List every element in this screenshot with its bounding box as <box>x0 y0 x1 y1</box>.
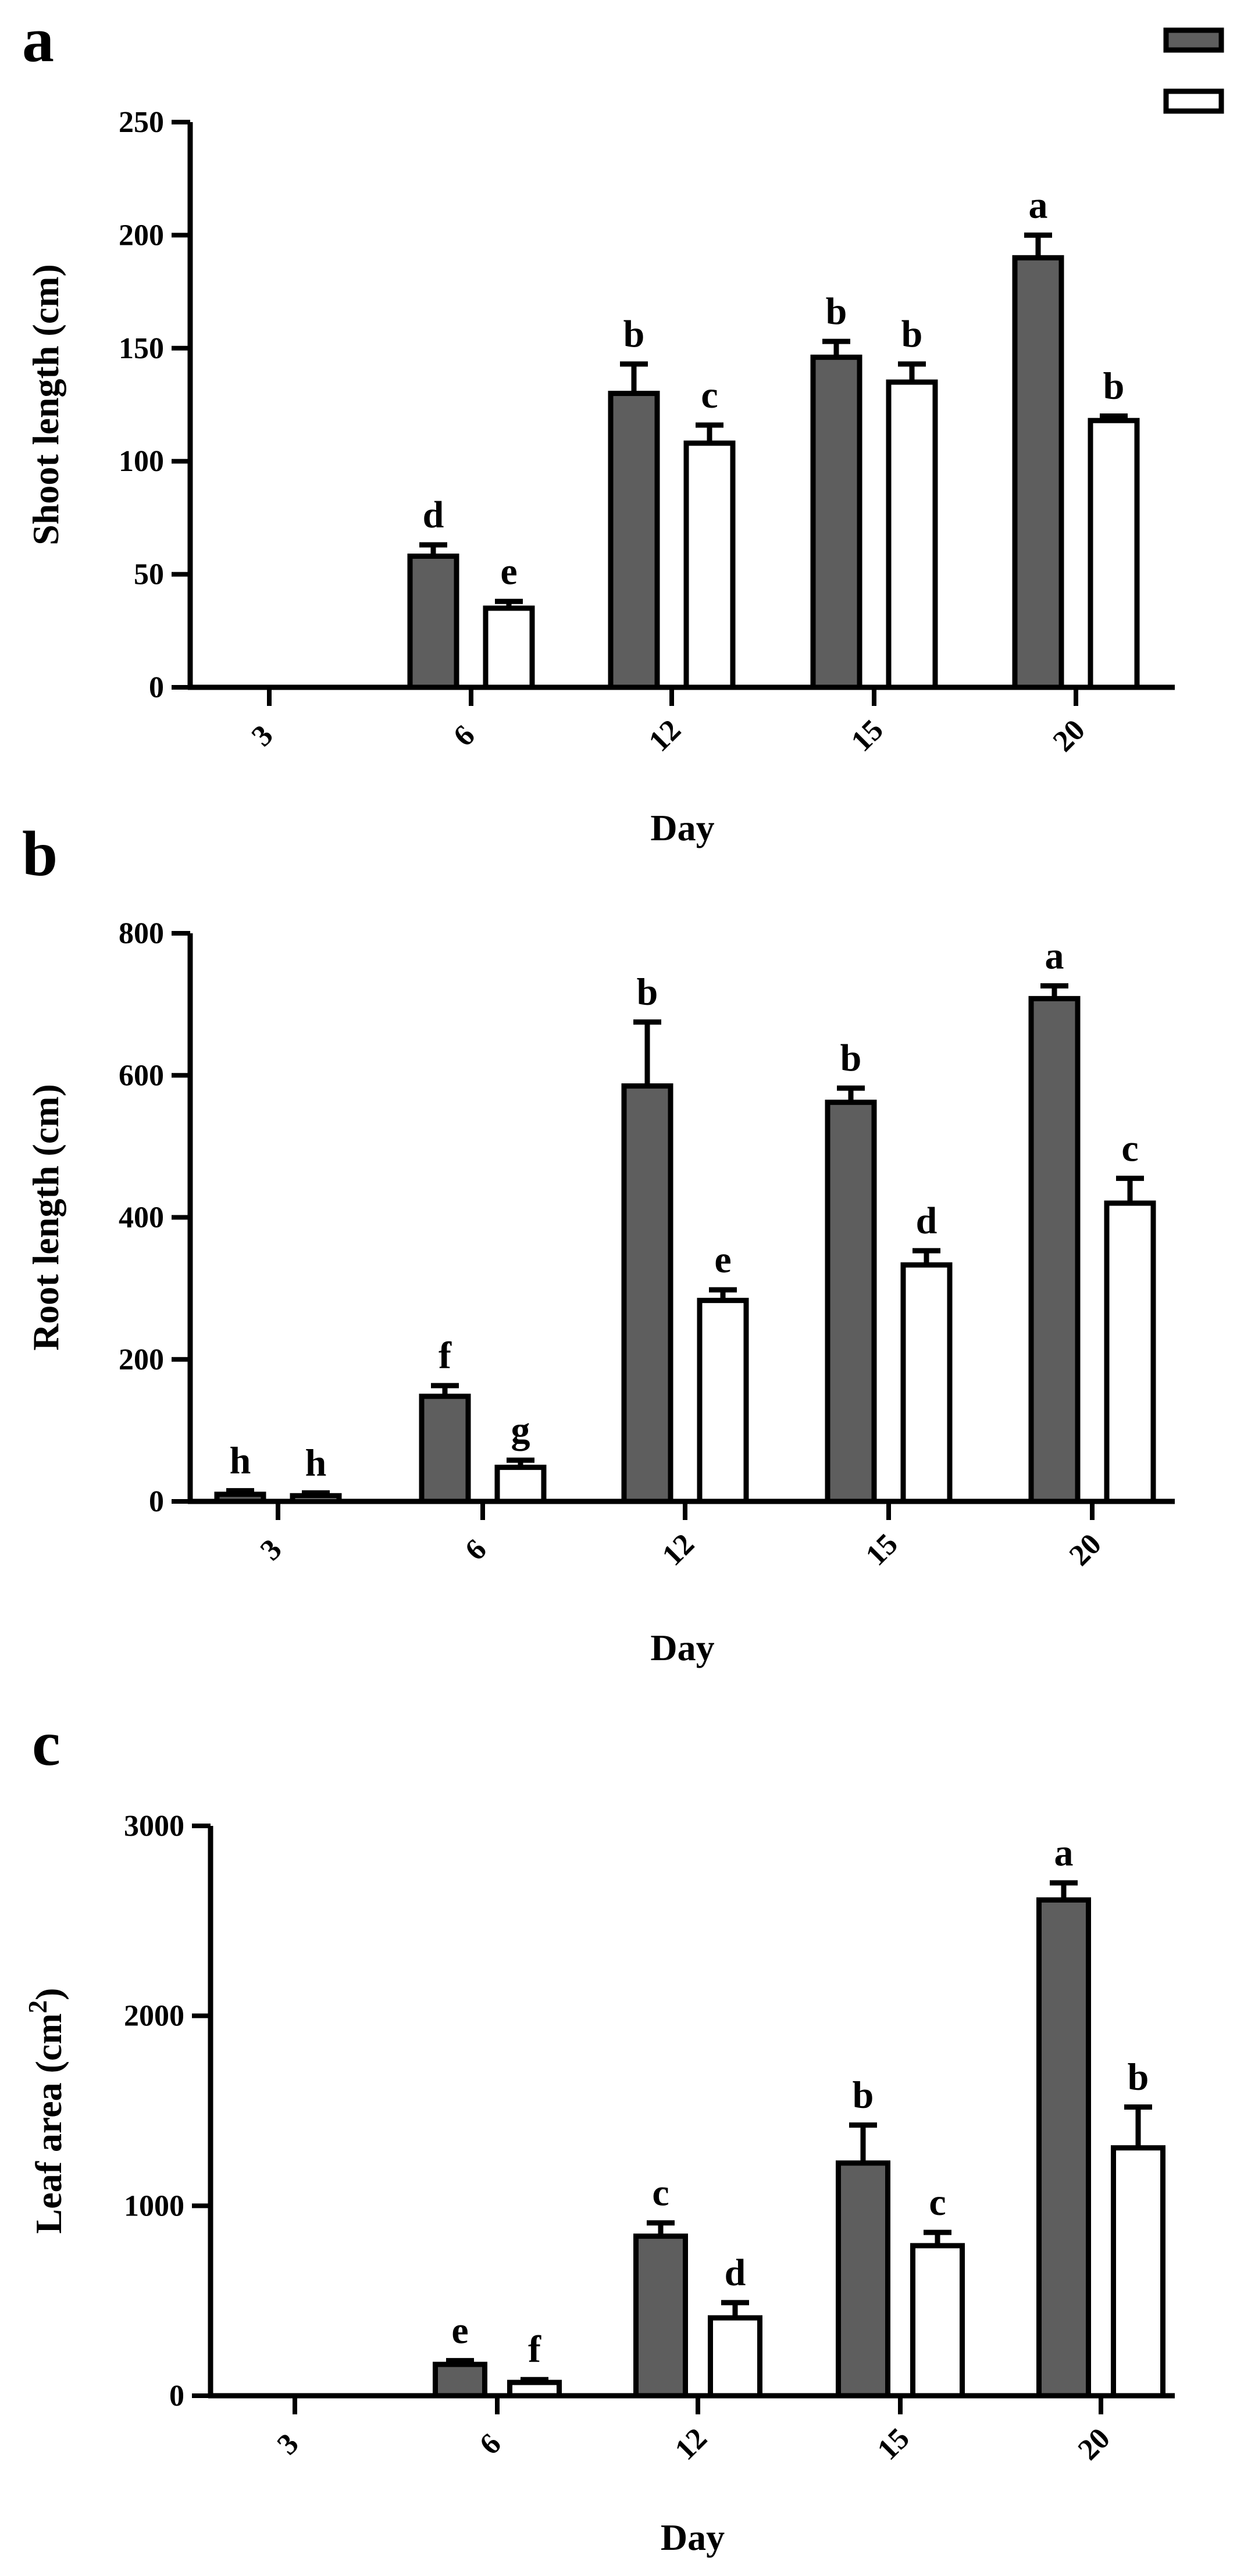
legend-swatch <box>1163 88 1224 114</box>
x-tick-label: 12 <box>643 713 687 758</box>
bar <box>483 605 535 690</box>
significance-letter: d <box>916 1200 938 1242</box>
x-axis-label: Day <box>650 807 714 848</box>
x-tick-label: 6 <box>473 2427 508 2461</box>
y-tick-label: 400 <box>119 1201 164 1235</box>
significance-letter: a <box>1029 184 1048 226</box>
significance-letter: d <box>423 494 444 536</box>
significance-letter: f <box>528 2328 541 2371</box>
bar <box>433 2361 487 2399</box>
significance-letter: b <box>853 2074 874 2117</box>
y-tick-label: 600 <box>119 1059 164 1092</box>
significance-letter: e <box>500 550 517 593</box>
significance-letter: c <box>652 2172 669 2214</box>
x-tick-label: 15 <box>871 2422 916 2467</box>
significance-letter: b <box>1128 2056 1149 2098</box>
panel-label: c <box>32 1708 60 1779</box>
bar <box>290 1493 342 1504</box>
significance-letter: b <box>1103 365 1125 407</box>
chart-panel-a: a 0 50 100 150 200 250 Shoot length (cm) 3 6 12 15 2… <box>22 4 1175 848</box>
significance-letter: e <box>714 1239 731 1281</box>
y-tick-label: 0 <box>149 1485 164 1518</box>
bar <box>419 1393 471 1504</box>
significance-letter: d <box>725 2252 746 2294</box>
bar <box>683 440 736 690</box>
y-tick-label: 150 <box>119 332 164 365</box>
significance-letter: e <box>451 2310 468 2352</box>
x-axis-label: Day <box>650 1627 714 1668</box>
x-tick-label: 12 <box>669 2422 714 2467</box>
bar <box>886 379 938 690</box>
y-tick-label: 50 <box>134 558 164 591</box>
significance-letter: c <box>929 2181 946 2224</box>
significance-letter: b <box>840 1037 862 1079</box>
bar <box>697 1297 749 1504</box>
y-axis-label: Shoot length (cm) <box>25 264 66 545</box>
bar <box>1111 2145 1165 2399</box>
significance-letter: a <box>1054 1832 1074 1874</box>
legend-swatch <box>1163 27 1224 53</box>
y-axis-label: Root length (cm) <box>25 1084 66 1351</box>
panel-label: a <box>22 4 54 75</box>
significance-letter: a <box>1045 934 1064 977</box>
y-tick-label: 800 <box>119 917 164 950</box>
chart-panel-c: c 0 1000 2000 3000 Leaf area (cm2) 3 6 12 15 20 Day… <box>23 1708 1175 2558</box>
bar <box>407 553 459 690</box>
x-axis-label: Day <box>661 2517 725 2558</box>
x-tick-label: 3 <box>271 2427 305 2461</box>
significance-letter: b <box>901 313 923 355</box>
bar <box>214 1492 266 1504</box>
y-tick-label: 3000 <box>124 1810 184 1843</box>
y-tick-label: 1000 <box>124 2189 184 2222</box>
bar <box>836 2160 890 2399</box>
y-axis-label: Leaf area (cm2) <box>23 1988 69 2234</box>
significance-letter: h <box>305 1442 327 1484</box>
bar <box>1012 255 1064 690</box>
x-tick-label: 12 <box>656 1528 701 1572</box>
bar <box>608 391 660 690</box>
y-tick-label: 0 <box>169 2379 184 2413</box>
bar <box>1104 1200 1156 1504</box>
bar <box>494 1464 547 1504</box>
bar <box>1036 1897 1091 2399</box>
bar <box>1088 418 1140 690</box>
bar <box>633 2234 688 2399</box>
y-tick-label: 100 <box>119 445 164 478</box>
y-tick-label: 200 <box>119 1343 164 1376</box>
significance-letter: b <box>826 290 847 333</box>
bar <box>507 2379 562 2399</box>
bar <box>810 354 862 690</box>
bar <box>825 1100 877 1504</box>
panel-label: b <box>22 818 58 889</box>
significance-letter: f <box>439 1335 452 1377</box>
y-tick-label: 250 <box>119 106 164 139</box>
x-tick-label: 20 <box>1063 1528 1108 1572</box>
bar <box>1028 996 1081 1504</box>
x-tick-label: 6 <box>459 1533 493 1567</box>
significance-letter: b <box>637 971 658 1014</box>
x-tick-label: 3 <box>245 719 280 753</box>
x-tick-label: 15 <box>845 713 890 758</box>
significance-letter: h <box>230 1440 251 1482</box>
bar <box>621 1083 673 1504</box>
x-tick-label: 3 <box>254 1533 288 1567</box>
significance-letter: b <box>623 313 645 355</box>
bar <box>900 1262 953 1504</box>
x-tick-label: 15 <box>860 1528 904 1572</box>
x-tick-label: 20 <box>1072 2422 1117 2467</box>
y-tick-label: 200 <box>119 219 164 252</box>
y-tick-label: 0 <box>149 671 164 704</box>
significance-letter: c <box>1121 1127 1138 1169</box>
chart-panel-b: b 0 200 400 600 800 Root length (cm) 3 6 12 15 20 Da… <box>22 818 1175 1668</box>
x-tick-label: 6 <box>447 719 482 753</box>
bar <box>910 2243 965 2399</box>
y-tick-label: 2000 <box>124 2000 184 2033</box>
significance-letter: c <box>701 374 718 416</box>
x-tick-label: 20 <box>1047 713 1092 758</box>
legend <box>1163 27 1224 114</box>
significance-letter: g <box>511 1409 530 1451</box>
bar <box>708 2315 762 2399</box>
